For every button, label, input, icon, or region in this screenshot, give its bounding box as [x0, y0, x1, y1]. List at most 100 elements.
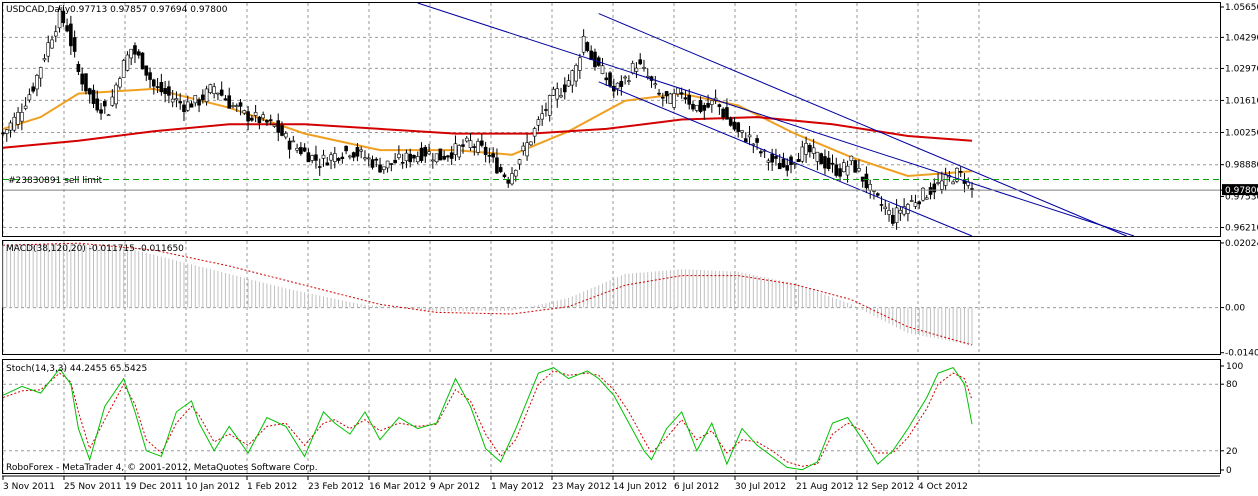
candle-body [593, 51, 597, 68]
time-tick-label: 23 Feb 2012 [308, 482, 364, 492]
candle-body [38, 67, 43, 79]
candle-body [936, 182, 940, 184]
candle-body [623, 76, 627, 79]
candle-body [891, 214, 895, 224]
candle-body [770, 153, 774, 163]
candle-body [864, 173, 869, 189]
candle-body [506, 179, 511, 184]
candle-body [683, 97, 688, 100]
price-tick-label: 1.05650 [1225, 3, 1258, 13]
symbol-label: USDCAD,Daily [6, 5, 71, 15]
candle-body [382, 166, 386, 170]
candle-body [344, 145, 348, 152]
candle-body [502, 174, 507, 178]
candle-body [363, 157, 367, 160]
candle-body [351, 152, 356, 158]
candle-body [144, 65, 149, 76]
price-bars [1, 5, 974, 230]
candle-body [902, 206, 906, 215]
candle-body [921, 187, 925, 201]
candle-body [155, 86, 160, 88]
candle-body [819, 153, 823, 165]
candle-body [755, 138, 759, 143]
candle-body [540, 113, 544, 120]
candle-body [253, 112, 258, 116]
candle-body [329, 154, 333, 161]
candle-body [355, 147, 360, 157]
candle-body [808, 144, 812, 153]
candle-body [464, 137, 469, 142]
time-tick-label: 21 Aug 2012 [796, 482, 854, 492]
candle-body [706, 103, 710, 108]
candle-body [868, 184, 872, 191]
candle-body [875, 193, 880, 196]
candle-body [370, 159, 375, 168]
candle-body [838, 168, 842, 177]
candle-body [1, 132, 5, 135]
candle-body [208, 84, 213, 93]
candle-body [627, 80, 631, 83]
candle-body [431, 159, 435, 162]
stoch-tick-label: 0 [1226, 466, 1232, 476]
candle-body [250, 117, 254, 121]
stoch-tick-label: 80 [1226, 380, 1238, 390]
candle-body [133, 45, 137, 55]
price-tick-label: 0.96210 [1225, 224, 1258, 234]
candle-body [404, 152, 409, 162]
candle-body [785, 165, 790, 171]
candle-body [521, 145, 526, 152]
candle-body [385, 160, 390, 169]
candle-body [940, 180, 944, 190]
candle-body [170, 98, 175, 103]
candle-body [578, 57, 582, 71]
time-tick-label: 6 Jul 2012 [674, 482, 719, 492]
candle-body [268, 119, 273, 121]
candle-body [698, 100, 703, 113]
candle-body [27, 94, 32, 101]
candle-body [65, 25, 69, 32]
price-tick-label: 0.97800 [1225, 186, 1258, 196]
time-tick-label: 1 May 2012 [491, 482, 544, 492]
candle-body [468, 140, 473, 148]
time-tick-label: 23 May 2012 [552, 482, 611, 492]
price-panel-frame [2, 2, 1221, 237]
candle-body [529, 141, 533, 146]
macd-signal-line [2, 242, 973, 346]
candle-body [419, 147, 424, 161]
candle-body [932, 183, 937, 193]
candle-body [883, 206, 888, 210]
candle-body [672, 93, 676, 108]
candle-body [95, 98, 100, 111]
candle-body [57, 9, 62, 29]
candle-body [272, 124, 277, 127]
candle-body [781, 158, 786, 168]
candle-body [325, 162, 330, 166]
candle-body [608, 72, 612, 87]
candle-body [76, 63, 81, 72]
time-tick-label: 1 Feb 2012 [247, 482, 297, 492]
candle-body [513, 169, 518, 177]
candle-body [536, 119, 541, 126]
candle-body [234, 105, 239, 107]
candle-body [826, 157, 831, 169]
candle-body [106, 114, 111, 117]
candle-body [87, 88, 92, 95]
candle-body [453, 143, 458, 155]
candle-body [951, 181, 955, 185]
candle-body [16, 112, 20, 125]
candle-body [517, 159, 522, 165]
candle-body [287, 140, 292, 150]
macd-tick-label: 0.00 [1225, 304, 1245, 314]
channel-lines[interactable] [417, 2, 1135, 237]
price-tick-label: 1.02970 [1225, 64, 1258, 74]
candle-body [472, 146, 477, 148]
macd-histogram [2, 242, 973, 346]
candle-body [148, 72, 152, 80]
candle-body [317, 166, 322, 168]
candle-body [566, 80, 571, 87]
candle-body [570, 70, 575, 86]
